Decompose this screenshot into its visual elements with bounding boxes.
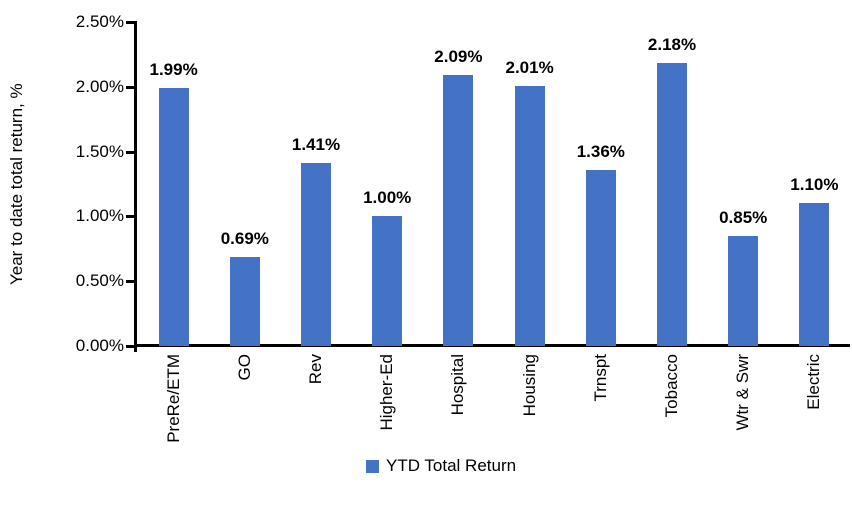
- x-axis-category-label: Tobacco: [662, 354, 681, 418]
- x-axis-category-label: GO: [234, 354, 254, 381]
- x-axis-category-label: Trnspt: [590, 354, 610, 402]
- x-axis-category-label: Electric: [804, 354, 824, 410]
- bar-value-label: 1.41%: [291, 135, 341, 155]
- x-axis-category-label: Hospital: [448, 354, 468, 416]
- y-tick-mark: [126, 345, 136, 348]
- bar-value-label: 0.85%: [719, 207, 768, 227]
- bar: [799, 203, 830, 346]
- y-tick-label: 2.00%: [75, 76, 124, 96]
- x-axis-line: [134, 344, 850, 347]
- y-axis-title: Year to date total return, %: [7, 83, 26, 285]
- bar: [229, 256, 260, 346]
- bar-value-label: 2.09%: [434, 47, 483, 67]
- y-tick-mark: [126, 150, 136, 154]
- y-tick-label: 1.00%: [75, 206, 124, 226]
- bar-value-label: 1.10%: [790, 175, 839, 195]
- x-axis-category-label: Housing: [519, 354, 539, 417]
- bar: [514, 85, 545, 346]
- y-tick-mark: [126, 21, 136, 24]
- legend-swatch-icon: [366, 459, 379, 473]
- bar-value-label: 1.00%: [363, 188, 412, 208]
- legend: YTD Total Return: [366, 456, 516, 476]
- y-tick-mark: [126, 280, 136, 284]
- bar-value-label: 1.36%: [576, 141, 625, 161]
- bar-value-label: 2.01%: [505, 57, 554, 77]
- x-axis-category-label: Higher-Ed: [377, 354, 397, 431]
- bar: [158, 88, 189, 346]
- y-tick-label: 0.50%: [75, 271, 124, 291]
- y-tick-mark: [126, 85, 136, 89]
- legend-label: YTD Total Return: [386, 456, 517, 475]
- y-tick-mark: [126, 215, 136, 219]
- bar: [301, 163, 331, 346]
- bar: [372, 216, 403, 346]
- bar: [585, 169, 616, 346]
- y-tick-label: 1.50%: [75, 141, 124, 161]
- y-tick-label: 0.00%: [75, 336, 124, 355]
- bar-value-label: 2.18%: [647, 35, 697, 55]
- bar: [657, 63, 687, 346]
- bar-value-label: 0.69%: [220, 228, 269, 248]
- x-axis-category-label: PreRe/ETM: [163, 354, 183, 443]
- x-axis-category-label: Wtr & Swr: [733, 354, 753, 431]
- y-tick-label: 2.50%: [75, 12, 124, 31]
- y-axis-line: [134, 21, 137, 352]
- bar: [443, 75, 474, 346]
- bar: [728, 235, 759, 346]
- x-axis-category-label: Rev: [306, 354, 325, 385]
- bar-value-label: 1.99%: [149, 60, 198, 80]
